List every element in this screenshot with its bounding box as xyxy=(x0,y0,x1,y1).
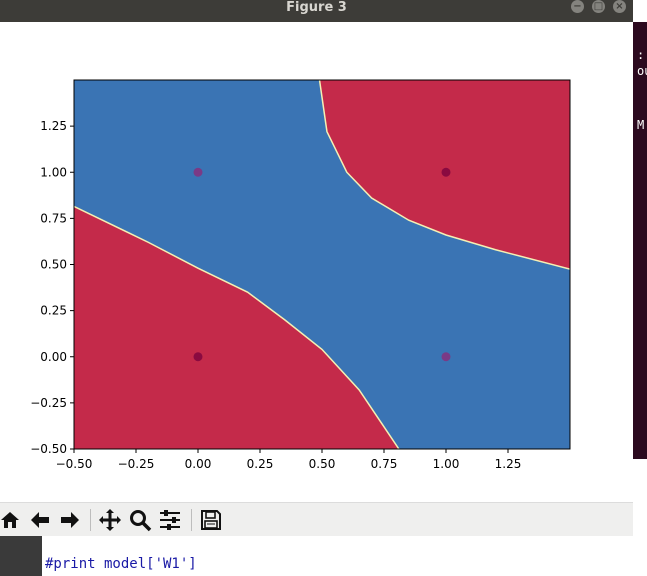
toolbar-separator xyxy=(191,509,192,531)
x-tick-label: 1.25 xyxy=(495,457,522,471)
forward-button[interactable] xyxy=(57,508,83,532)
code-line: #print model['W1'] xyxy=(45,556,197,572)
data-point xyxy=(441,352,451,362)
x-tick-label: 1.00 xyxy=(433,457,460,471)
window-title-bar: Figure 3 − □ × xyxy=(0,0,633,22)
data-point xyxy=(441,167,451,177)
decision-boundary-plot: −0.50 −0.25 0.00 0.25 0.50 0.75 1.00 1.25 −0.50 −… xyxy=(30,79,571,471)
x-tick-label: 0.75 xyxy=(371,457,398,471)
y-tick-label: 0.25 xyxy=(40,304,67,318)
decision-boundary-upper xyxy=(318,80,570,270)
y-tick-label: 1.00 xyxy=(40,165,67,179)
configure-subplots-button[interactable] xyxy=(157,508,183,532)
data-point xyxy=(193,352,203,362)
x-tick-label: −0.25 xyxy=(118,457,155,471)
y-tick-label: 1.25 xyxy=(40,119,67,133)
figure-canvas[interactable]: −0.50 −0.25 0.00 0.25 0.50 0.75 1.00 1.25 −0.50 −… xyxy=(0,22,633,502)
sliders-icon xyxy=(160,510,180,530)
background-window-strip xyxy=(633,459,647,576)
move-icon xyxy=(99,509,121,531)
y-tick-label: −0.25 xyxy=(30,396,67,410)
terminal-text-2: ou xyxy=(637,64,647,78)
arrow-right-icon xyxy=(61,512,79,528)
x-tick-label: −0.50 xyxy=(56,457,93,471)
close-button[interactable]: × xyxy=(613,0,626,13)
home-icon xyxy=(1,512,19,528)
navigation-toolbar xyxy=(0,502,633,537)
minimize-button[interactable]: − xyxy=(571,0,584,13)
terminal-text-1: : xyxy=(637,48,645,62)
pan-button[interactable] xyxy=(97,508,123,532)
window-title: Figure 3 xyxy=(286,0,347,15)
toolbar-separator xyxy=(90,509,91,531)
y-tick-label: −0.50 xyxy=(30,442,67,456)
home-button[interactable] xyxy=(0,508,23,532)
x-tick-label: 0.25 xyxy=(247,457,274,471)
y-tick-label: 0.75 xyxy=(40,211,67,225)
decision-boundary-lower xyxy=(74,205,400,449)
zoom-button[interactable] xyxy=(127,508,153,532)
background-terminal: : ou M xyxy=(633,22,647,459)
data-point xyxy=(193,167,203,177)
terminal-text-3: M xyxy=(637,118,645,132)
code-editor[interactable]: #print model['W1'] xyxy=(0,536,633,576)
editor-gutter xyxy=(0,536,42,576)
x-tick-label: 0.50 xyxy=(309,457,336,471)
magnifier-icon xyxy=(130,510,152,532)
floppy-icon xyxy=(201,510,221,530)
back-button[interactable] xyxy=(27,508,53,532)
y-tick-label: 0.50 xyxy=(40,258,67,272)
y-tick-label: 0.00 xyxy=(40,350,67,364)
save-button[interactable] xyxy=(198,508,224,532)
maximize-button[interactable]: □ xyxy=(592,0,605,13)
region-class-1-bottom-left xyxy=(74,206,399,449)
arrow-left-icon xyxy=(31,512,49,528)
x-tick-label: 0.00 xyxy=(185,457,212,471)
